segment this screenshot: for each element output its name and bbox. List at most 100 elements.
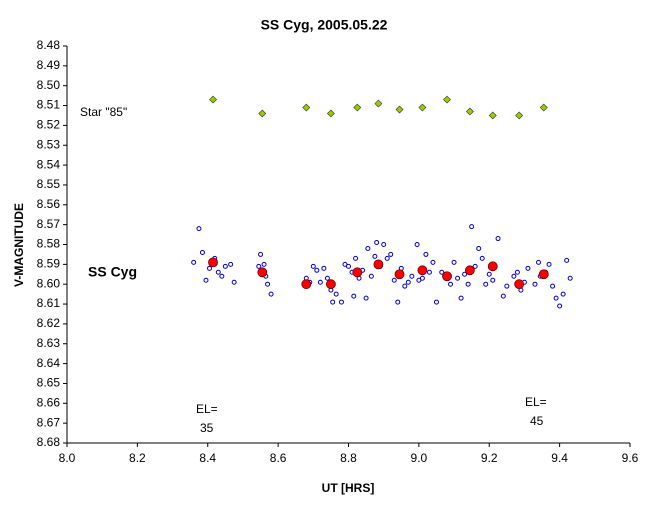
measure-point: [353, 255, 359, 261]
mean-point: [394, 269, 405, 280]
measure-point: [261, 261, 267, 267]
measure-point: [381, 242, 387, 247]
measure-point: [550, 283, 556, 289]
measure-point: [346, 263, 351, 269]
y-tick-label: 8.64: [37, 356, 61, 370]
star-point: [418, 103, 427, 112]
annotation: 35: [200, 421, 214, 435]
annotation: EL=: [196, 402, 218, 416]
star-point: [515, 111, 524, 120]
measure-point: [374, 240, 380, 246]
measure-point: [564, 257, 570, 263]
measure-point: [423, 251, 429, 257]
y-tick-label: 8.53: [37, 137, 61, 151]
measure-point: [419, 275, 425, 281]
x-tick-label: 8.0: [59, 451, 76, 465]
measure-point: [314, 267, 320, 273]
measure-point: [333, 291, 339, 297]
measure-point: [199, 249, 205, 255]
measure-point: [546, 261, 552, 267]
y-tick-label: 8.59: [37, 257, 61, 271]
y-tick-label: 8.65: [37, 376, 61, 390]
measure-point: [258, 251, 264, 257]
annotation: Star "85": [80, 105, 127, 119]
measure-point: [256, 263, 262, 269]
y-tick-label: 8.68: [37, 435, 61, 449]
measure-point: [567, 275, 573, 281]
mean-point: [538, 269, 549, 280]
measure-point: [536, 259, 542, 265]
measure-point: [321, 265, 327, 271]
measure-point: [324, 275, 330, 281]
y-tick-label: 8.61: [37, 296, 61, 310]
measure-point: [203, 277, 209, 283]
y-tick-label: 8.66: [37, 395, 61, 409]
annotation: 45: [530, 414, 544, 428]
measure-point: [455, 275, 461, 281]
measure-point: [368, 273, 374, 279]
y-tick-label: 8.51: [37, 98, 61, 112]
measure-point: [372, 253, 378, 259]
star-point: [488, 111, 497, 120]
measure-point: [196, 226, 202, 232]
measure-point: [430, 259, 436, 265]
x-tick-label: 8.4: [199, 451, 216, 465]
y-tick-label: 8.60: [37, 276, 61, 290]
x-tick-label: 9.6: [622, 451, 639, 465]
x-tick-label: 8.2: [129, 451, 146, 465]
x-tick-label: 9.4: [551, 451, 568, 465]
measure-point: [479, 255, 485, 261]
measure-point: [500, 293, 506, 299]
mean-point: [442, 271, 452, 282]
star-point: [302, 103, 311, 112]
measure-point: [338, 299, 344, 305]
measure-point: [458, 295, 464, 301]
y-tick-label: 8.57: [37, 217, 61, 231]
measure-point: [560, 291, 566, 297]
measure-point: [476, 245, 482, 251]
measure-point: [402, 283, 408, 289]
measure-point: [433, 299, 439, 305]
measure-point: [514, 269, 520, 275]
x-tick-label: 8.6: [270, 451, 287, 465]
mean-point: [352, 267, 363, 278]
x-axis-label: UT [HRS]: [322, 481, 375, 495]
x-tick-label: 9.0: [411, 451, 428, 465]
star-point: [539, 103, 548, 112]
measure-point: [330, 299, 336, 305]
measure-point: [557, 303, 563, 309]
measure-point: [365, 245, 371, 251]
star-point: [258, 109, 267, 118]
measure-point: [525, 265, 531, 271]
measure-point: [191, 259, 197, 265]
y-axis-label: V-MAGNITUDE: [12, 203, 26, 287]
measure-point: [483, 281, 489, 287]
chart-title: SS Cyg, 2005.05.22: [261, 17, 388, 33]
star-point: [209, 95, 217, 104]
y-tick-label: 8.54: [37, 157, 61, 171]
measure-point: [268, 291, 274, 297]
measure-point: [384, 255, 390, 261]
measure-point: [469, 224, 475, 230]
measure-point: [451, 259, 457, 265]
star-point: [465, 107, 474, 116]
y-tick-label: 8.63: [37, 336, 61, 350]
measure-point: [495, 236, 501, 242]
mean-point: [487, 261, 498, 272]
y-tick-label: 8.55: [37, 177, 61, 191]
measure-point: [391, 277, 397, 283]
measure-point: [265, 281, 271, 287]
measure-point: [207, 265, 213, 271]
measure-point: [511, 273, 517, 279]
annotation: EL=: [525, 395, 547, 409]
measure-point: [448, 281, 454, 287]
measure-point: [472, 263, 478, 269]
measure-point: [426, 269, 432, 275]
measure-point: [219, 273, 225, 279]
y-tick-label: 8.49: [37, 58, 61, 72]
y-tick-label: 8.58: [37, 237, 61, 251]
measure-point: [462, 271, 468, 277]
star-point: [395, 105, 404, 114]
